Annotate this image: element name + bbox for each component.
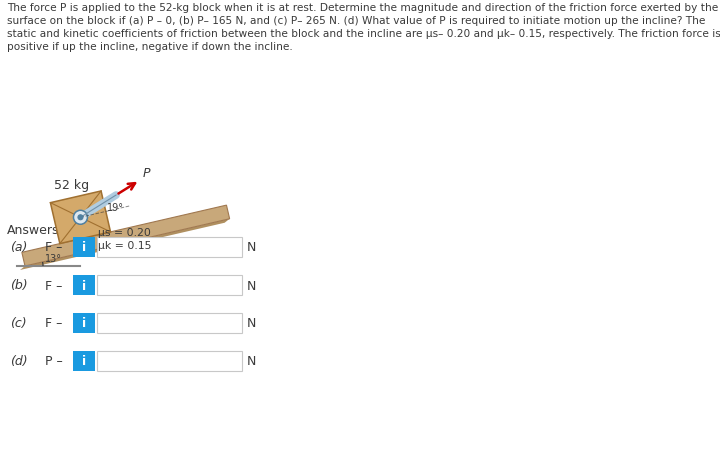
Text: 19°: 19° [107,203,124,213]
FancyBboxPatch shape [73,351,95,371]
Text: i: i [82,317,86,330]
Polygon shape [50,192,110,244]
Text: F –: F – [45,317,63,330]
Circle shape [73,211,87,225]
Text: i: i [82,355,86,368]
Circle shape [78,215,83,220]
Text: (d): (d) [10,355,27,368]
Text: Answers:: Answers: [7,224,64,236]
FancyBboxPatch shape [97,351,242,371]
Text: N: N [247,279,256,292]
Text: N: N [247,241,256,254]
Text: 13°: 13° [45,253,62,263]
Text: i: i [82,241,86,254]
Text: F –: F – [45,279,63,292]
Text: (a): (a) [10,241,27,254]
Text: μk = 0.15: μk = 0.15 [99,241,152,251]
Text: static and kinetic coefficients of friction between the block and the incline ar: static and kinetic coefficients of frict… [7,29,720,39]
FancyBboxPatch shape [97,276,242,295]
Text: 52 kg: 52 kg [54,179,89,191]
FancyBboxPatch shape [73,276,95,295]
Polygon shape [20,219,230,271]
FancyBboxPatch shape [97,313,242,333]
FancyBboxPatch shape [97,238,242,258]
Polygon shape [22,206,230,267]
Text: surface on the block if (a) P – 0, (b) P– 165 N, and (c) P– 265 N. (d) What valu: surface on the block if (a) P – 0, (b) P… [7,16,706,26]
Text: N: N [247,317,256,330]
Text: P: P [143,167,150,180]
Text: The force P is applied to the 52-kg block when it is at rest. Determine the magn: The force P is applied to the 52-kg bloc… [7,3,719,13]
Text: F –: F – [45,241,63,254]
Text: i: i [82,279,86,292]
Text: μs = 0.20: μs = 0.20 [99,228,151,238]
Text: (c): (c) [10,317,27,330]
FancyBboxPatch shape [73,313,95,333]
Text: (b): (b) [10,279,27,292]
Text: positive if up the incline, negative if down the incline.: positive if up the incline, negative if … [7,42,293,52]
FancyBboxPatch shape [73,238,95,258]
Text: P –: P – [45,355,63,368]
Text: N: N [247,355,256,368]
